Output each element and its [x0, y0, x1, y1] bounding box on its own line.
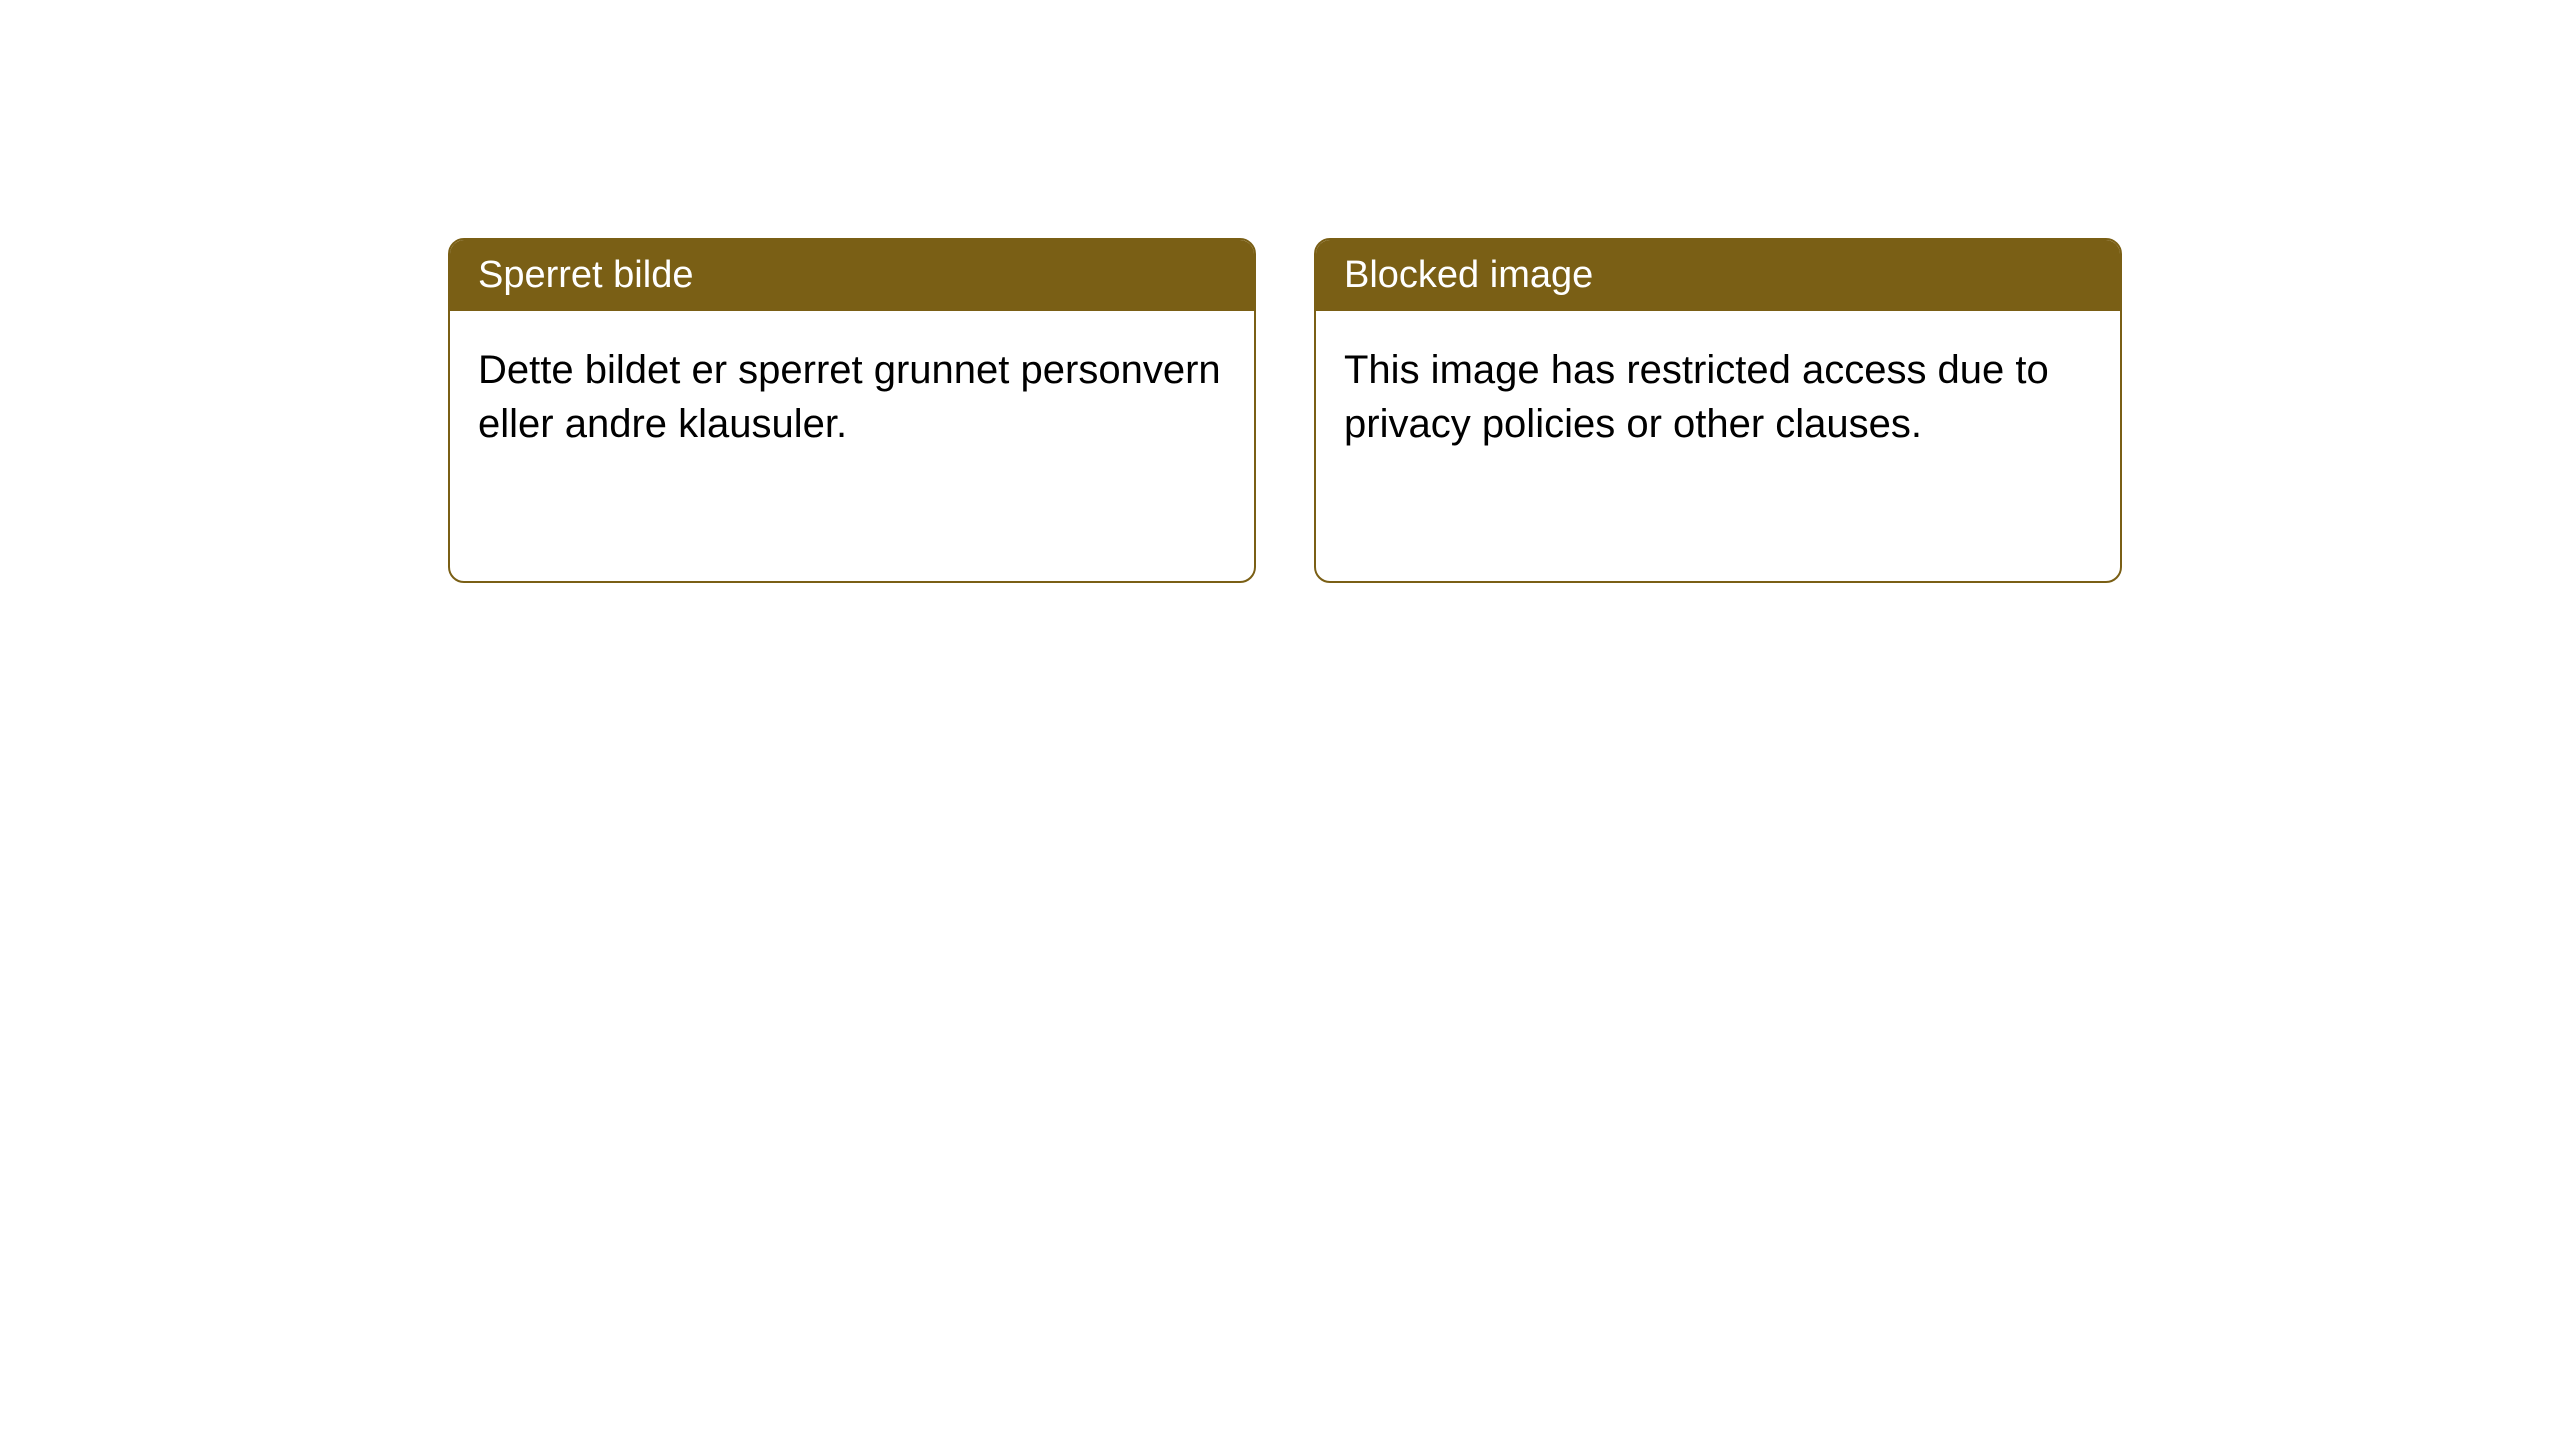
notice-cards-row: Sperret bilde Dette bildet er sperret gr…: [448, 238, 2122, 583]
notice-card-norwegian: Sperret bilde Dette bildet er sperret gr…: [448, 238, 1256, 583]
notice-card-english: Blocked image This image has restricted …: [1314, 238, 2122, 583]
notice-card-title: Blocked image: [1316, 240, 2120, 311]
notice-card-title: Sperret bilde: [450, 240, 1254, 311]
notice-card-body: This image has restricted access due to …: [1316, 311, 2120, 581]
notice-card-body: Dette bildet er sperret grunnet personve…: [450, 311, 1254, 581]
